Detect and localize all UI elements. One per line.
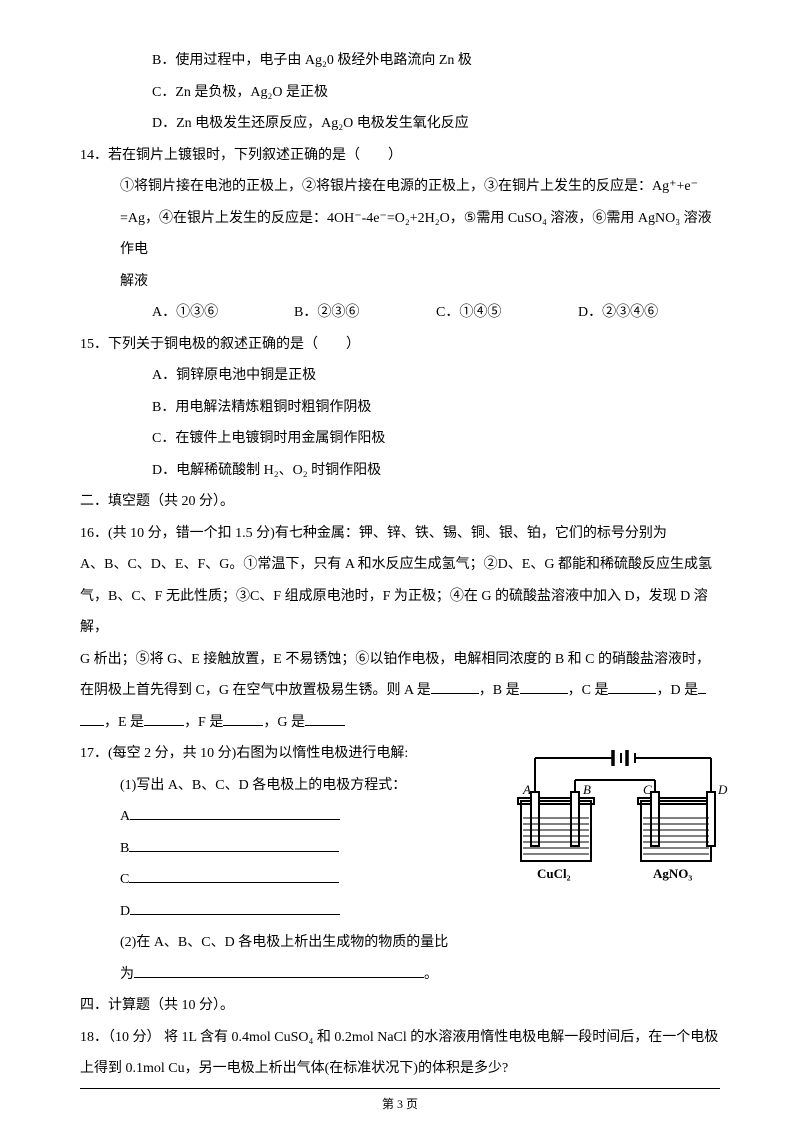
- blank[interactable]: [305, 712, 345, 726]
- q14-desc-3: 解液: [80, 266, 720, 298]
- section-4-header: 四．计算题（共 10 分）。: [80, 990, 720, 1022]
- q14-option-b: B．②③⑥: [294, 297, 436, 329]
- diagram-cell2: AgNO₃: [653, 866, 692, 881]
- q16-l5a: 在阴极上首先得到 C，G 在空气中放置极易生锈。则 A 是: [80, 683, 431, 698]
- label-b: B: [120, 841, 129, 856]
- q18-l1: 18．（10 分） 将 1L 含有 0.4mol CuSO₄ 和 0.2mol …: [80, 1022, 720, 1054]
- diagram-label-c: C: [643, 782, 652, 797]
- q16-l6: ，E 是 ，F 是 ，G 是: [80, 707, 720, 739]
- diagram-label-d: D: [717, 782, 728, 797]
- q17-p2b-label: 为: [120, 967, 134, 982]
- q16: 16．(共 10 分，错一个扣 1.5 分)有七种金属：钾、锌、铁、锡、铜、银、…: [80, 518, 720, 739]
- q14-desc-1: ①将铜片接在电池的正极上，②将银片接在电源的正极上，③在铜片上发生的反应是：Ag…: [80, 171, 720, 203]
- q13-option-d: D．Zn 电极发生还原反应，Ag₂O 电极发生氧化反应: [80, 108, 720, 140]
- blank[interactable]: [130, 806, 340, 820]
- q13-option-c: C．Zn 是负极，Ag₂O 是正极: [80, 77, 720, 109]
- label-c: C: [120, 872, 129, 887]
- q15-option-a: A．铜锌原电池中铜是正极: [80, 360, 720, 392]
- blank[interactable]: [223, 712, 263, 726]
- q15-option-c: C．在镀件上电镀铜时用金属铜作阳极: [80, 423, 720, 455]
- q13-option-b: B．使用过程中，电子由 Ag₂0 极经外电路流向 Zn 极: [80, 45, 720, 77]
- q17-p2: (2)在 A、B、C、D 各电极上析出生成物的物质的量比: [80, 927, 720, 959]
- q17: 17．(每空 2 分，共 10 分)右图为以惰性电极进行电解: (1)写出 A、…: [80, 738, 720, 990]
- blank[interactable]: [130, 901, 340, 915]
- q16-l2: A、B、C、D、E、F、G。①常温下，只有 A 和水反应生成氢气；②D、E、G …: [80, 549, 720, 581]
- q16-l6a: ，E 是: [104, 715, 144, 730]
- q14-option-c: C．①④⑤: [436, 297, 578, 329]
- q14-stem: 14．若在铜片上镀银时，下列叙述正确的是（ ）: [80, 140, 720, 172]
- q17-p2c: 。: [424, 967, 438, 982]
- blank[interactable]: [144, 712, 184, 726]
- q16-l5c: ，C 是: [568, 683, 609, 698]
- blank[interactable]: [129, 869, 339, 883]
- q16-l6b: ，F 是: [184, 715, 223, 730]
- diagram-cell1: CuCl₂: [537, 866, 571, 881]
- q14-option-d: D．②③④⑥: [578, 297, 720, 329]
- section-2-header: 二．填空题（共 20 分）。: [80, 486, 720, 518]
- page-number: 第 3 页: [382, 1097, 418, 1111]
- q15-option-d: D．电解稀硫酸制 H₂、O₂ 时铜作阳极: [80, 455, 720, 487]
- q16-l5d: ，D 是: [656, 683, 698, 698]
- q15-stem: 15．下列关于铜电极的叙述正确的是（ ）: [80, 329, 720, 361]
- q16-l5: 在阴极上首先得到 C，G 在空气中放置极易生锈。则 A 是 ，B 是 ，C 是 ，D …: [80, 675, 720, 707]
- q14-option-a: A．①③⑥: [152, 297, 294, 329]
- blank[interactable]: [134, 964, 424, 978]
- q16-l3: 气，B、C、F 无此性质；③C、F 组成原电池时，F 为正极；④在 G 的硫酸盐…: [80, 581, 720, 644]
- q16-l6c: ，G 是: [263, 715, 305, 730]
- blank[interactable]: [608, 680, 656, 694]
- q18-l2: 上得到 0.1mol Cu，另一电极上析出气体(在标准状况下)的体积是多少?: [80, 1053, 720, 1085]
- diagram-label-b: B: [583, 782, 591, 797]
- q15-option-b: B．用电解法精炼粗铜时粗铜作阴极: [80, 392, 720, 424]
- blank[interactable]: [431, 680, 479, 694]
- diagram-label-a: A: [522, 782, 531, 797]
- label-d: D: [120, 904, 130, 919]
- blank[interactable]: [80, 712, 104, 726]
- q16-l5b: ，B 是: [479, 683, 520, 698]
- label-a: A: [120, 809, 130, 824]
- q14-options: A．①③⑥ B．②③⑥ C．①④⑤ D．②③④⑥: [80, 297, 720, 329]
- q17-p2b: 为。: [80, 959, 720, 991]
- page-footer: 第 3 页: [0, 1088, 800, 1118]
- electrolysis-diagram: A B C D CuCl₂ AgNO₃: [513, 746, 728, 904]
- blank[interactable]: [698, 680, 706, 694]
- blank[interactable]: [520, 680, 568, 694]
- q14-desc-2: =Ag，④在银片上发生的反应是：4OH⁻-4e⁻=O₂+2H₂O，⑤需用 CuS…: [80, 203, 720, 266]
- blank[interactable]: [129, 838, 339, 852]
- q16-l4: G 析出；⑤将 G、E 接触放置，E 不易锈蚀；⑥以铂作电极，电解相同浓度的 B…: [80, 644, 720, 676]
- q16-l1: 16．(共 10 分，错一个扣 1.5 分)有七种金属：钾、锌、铁、锡、铜、银、…: [80, 518, 720, 550]
